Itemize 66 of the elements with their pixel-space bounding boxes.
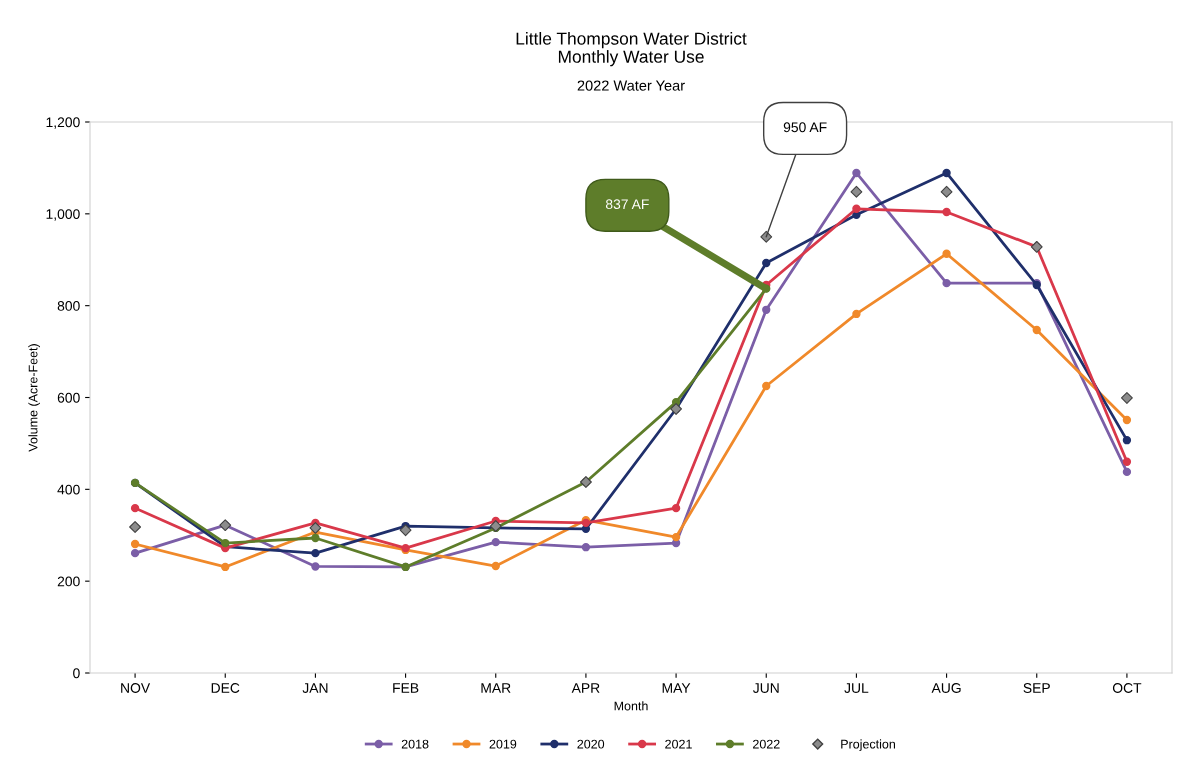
point xyxy=(311,562,320,571)
point xyxy=(850,185,863,198)
point xyxy=(311,548,320,558)
point xyxy=(852,309,861,319)
point xyxy=(762,381,771,391)
y-axis-title: Volume (Acre-Feet) xyxy=(28,344,40,452)
point xyxy=(940,185,953,198)
point xyxy=(311,533,320,543)
y-tick-label: 600 xyxy=(57,392,80,403)
point xyxy=(1122,415,1132,425)
point xyxy=(942,279,951,288)
point xyxy=(221,538,230,548)
legend-label: 2020 xyxy=(577,739,605,749)
point xyxy=(1122,436,1132,445)
x-tick-label: JUL xyxy=(844,683,869,693)
legend-label: 2019 xyxy=(489,739,517,749)
point xyxy=(942,168,951,178)
x-tick-label: SEP xyxy=(1023,683,1050,693)
point xyxy=(491,561,500,571)
y-tick-label: 400 xyxy=(57,484,80,495)
x-tick-label: FEB xyxy=(393,683,419,693)
point xyxy=(671,503,681,513)
point xyxy=(1032,325,1041,335)
x-tick-label: APR xyxy=(571,683,600,693)
point xyxy=(130,548,140,558)
point xyxy=(1120,392,1133,404)
chart-title: Little Thompson Water District Monthly Water Use xyxy=(516,32,747,67)
y-tick-label: 800 xyxy=(57,301,80,311)
y-tick-label: 1,200 xyxy=(46,117,80,129)
point xyxy=(1122,457,1132,466)
annotation: 950 AF xyxy=(783,122,827,133)
x-tick-label: JUN xyxy=(752,683,779,693)
point xyxy=(942,207,951,217)
point xyxy=(130,539,140,549)
point xyxy=(221,562,230,572)
legend-label: Projection xyxy=(841,739,895,751)
point xyxy=(852,204,861,213)
point xyxy=(130,503,140,513)
x-tick-label: AUG xyxy=(931,683,961,693)
point xyxy=(762,258,771,268)
point xyxy=(762,305,771,314)
y-tick-label: 1,000 xyxy=(46,209,80,221)
legend-label: 2022 xyxy=(753,739,780,749)
point xyxy=(491,537,500,547)
point xyxy=(129,521,142,533)
x-tick-label: MAY xyxy=(662,683,691,693)
point xyxy=(399,524,412,537)
point xyxy=(852,168,861,178)
point xyxy=(760,230,773,243)
point xyxy=(581,543,591,552)
point xyxy=(942,249,951,258)
x-tick-label: MAR xyxy=(481,683,511,693)
annotation: 837 AF xyxy=(605,199,649,210)
y-tick-label: 200 xyxy=(57,576,80,587)
x-axis-title: Month xyxy=(614,701,648,711)
x-tick-label: OCT xyxy=(1112,683,1142,693)
point xyxy=(1122,467,1132,477)
x-tick-label: NOV xyxy=(121,683,151,693)
chart-subtitle: 2022 Water Year xyxy=(577,80,685,91)
x-tick-label: DEC xyxy=(211,683,240,693)
legend-label: 2018 xyxy=(401,739,429,749)
point xyxy=(309,521,322,534)
point xyxy=(671,532,681,542)
x-tick-label: JAN xyxy=(302,683,328,693)
legend-label: 2021 xyxy=(665,739,692,749)
y-tick-label: 0 xyxy=(73,668,80,679)
